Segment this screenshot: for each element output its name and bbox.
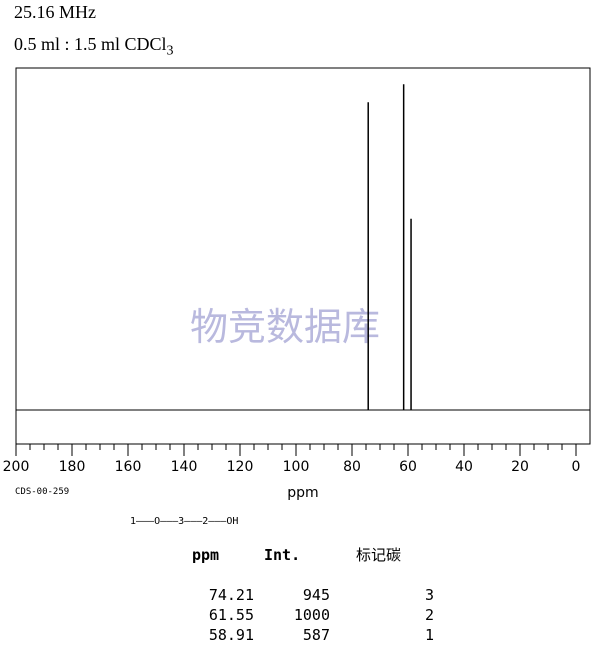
x-tick-label: 100 <box>283 459 310 475</box>
structure-diagram: 1———O———3———2———OH <box>130 516 239 527</box>
solvent-label: 0.5 ml : 1.5 ml CDCl <box>14 34 167 54</box>
table-row: 74.21 945 3 <box>186 585 434 605</box>
x-tick-label: 200 <box>3 459 30 475</box>
plot-frame <box>15 67 591 445</box>
header-ppm: ppm <box>192 546 220 564</box>
cell-intensity: 587 <box>302 626 330 644</box>
x-tick-label: 160 <box>115 459 142 475</box>
sample-code: CDS-00-259 <box>15 487 70 497</box>
nmr-spectrum-chart: 物竞数据库 200 180 160 140 120 100 80 60 40 20 0 ppm <box>3 67 591 501</box>
solvent-info: 0.5 ml : 1.5 ml CDCl3 <box>14 34 174 60</box>
cell-carbon: 1 <box>424 626 434 644</box>
peak-table: ppm Int. 标记碳 74.21 945 3 61.55 1000 2 58… <box>186 545 434 645</box>
header-intensity: Int. <box>264 546 301 564</box>
header-carbon-label: 标记碳 <box>356 546 402 564</box>
x-axis-ticks <box>15 444 577 456</box>
cell-intensity: 945 <box>302 586 330 604</box>
cell-ppm: 74.21 <box>208 586 254 604</box>
x-axis-label: ppm <box>287 485 318 501</box>
x-tick-label: 0 <box>572 459 581 475</box>
spectrum-peaks <box>367 84 412 410</box>
cell-ppm: 61.55 <box>208 606 254 624</box>
table-row: 58.91 587 1 <box>186 625 434 645</box>
x-tick-label: 140 <box>171 459 198 475</box>
x-tick-label: 60 <box>399 459 417 475</box>
peak-table-header: ppm Int. 标记碳 <box>186 545 434 565</box>
watermark: 物竞数据库 <box>190 305 380 349</box>
cell-carbon: 2 <box>424 606 434 624</box>
table-spacer <box>186 565 434 585</box>
x-tick-label: 120 <box>227 459 254 475</box>
spectrometer-frequency: 25.16 MHz <box>14 2 96 22</box>
x-tick-label: 20 <box>511 459 529 475</box>
solvent-subscript: 3 <box>166 43 174 59</box>
cell-intensity: 1000 <box>293 606 330 624</box>
table-row: 61.55 1000 2 <box>186 605 434 625</box>
x-tick-label: 80 <box>343 459 361 475</box>
cell-carbon: 3 <box>424 586 434 604</box>
x-tick-label: 40 <box>455 459 473 475</box>
cell-ppm: 58.91 <box>208 626 254 644</box>
x-tick-label: 180 <box>59 459 86 475</box>
x-axis-tick-labels: 200 180 160 140 120 100 80 60 40 20 0 <box>3 459 581 475</box>
